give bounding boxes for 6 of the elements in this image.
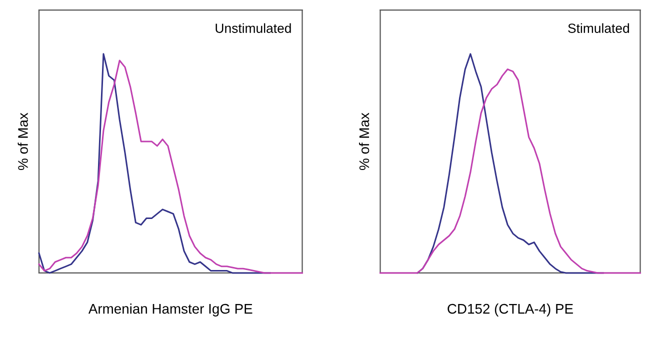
text: Unstimulated <box>216 23 291 33</box>
x-axis-title: Armenian Hamster IgG PE <box>88 304 252 316</box>
x-axis-title: CD152 (CTLA-4) PE <box>448 304 573 316</box>
text: Stimulated <box>568 23 630 33</box>
y-axis-title: % of Max <box>358 112 370 170</box>
y-axis-title: % of Max <box>18 112 28 170</box>
